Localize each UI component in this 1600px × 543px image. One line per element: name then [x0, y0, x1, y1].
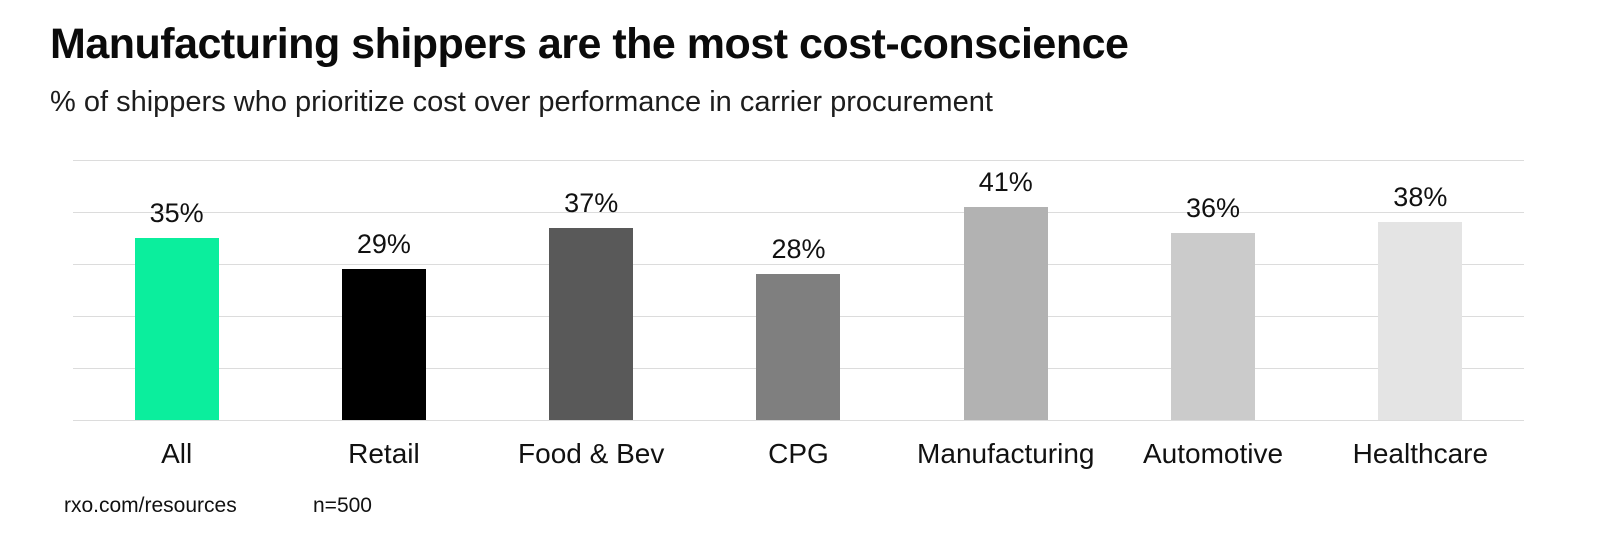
bar-chart-plot-area: 35% 29% 37% 28% 41% 36% 38% [73, 160, 1524, 421]
bar-column-automotive: 36% [1109, 160, 1316, 420]
bar [1171, 232, 1256, 420]
source-text: rxo.com/resources [64, 494, 237, 517]
bar [134, 238, 219, 420]
sample-size-text: n=500 [313, 494, 372, 517]
bar-value-label: 28% [771, 234, 826, 265]
x-axis-label: Healthcare [1352, 438, 1489, 469]
bar-column-retail: 29% [280, 160, 487, 420]
chart-title: Manufacturing shippers are the most cost… [50, 20, 1129, 68]
gridline-0pct [73, 420, 1524, 421]
bar-column-cpg: 28% [695, 160, 902, 420]
bar-value-label: 35% [149, 198, 204, 228]
x-axis-label: Food & Bev [518, 438, 665, 469]
x-axis-label: Automotive [1143, 438, 1284, 469]
bar-value-label: 36% [1186, 192, 1241, 223]
gridline-50pct [73, 160, 1524, 161]
x-axis-label: All [161, 438, 193, 469]
x-axis-label: Manufacturing [917, 438, 1095, 469]
x-axis-label: Retail [348, 438, 420, 469]
bar-column-all: 35% [73, 160, 280, 420]
bar-column-food-bev: 37% [488, 160, 695, 420]
x-axis-label: CPG [768, 438, 829, 469]
bar-column-manufacturing: 41% [902, 160, 1109, 420]
bar [756, 274, 841, 420]
bar-value-label: 37% [564, 187, 619, 218]
gridline-30pct [73, 264, 1524, 265]
x-axis-labels: All Retail Food & Bev CPG Manufacturing Autom… [73, 438, 1524, 470]
bar [1378, 222, 1463, 420]
bar [963, 206, 1048, 420]
bar-value-label: 29% [356, 229, 411, 260]
bar-value-label: 41% [978, 166, 1033, 197]
bar-column-healthcare: 38% [1317, 160, 1524, 420]
bar-value-label: 38% [1393, 182, 1448, 213]
bar [549, 227, 634, 420]
bar [341, 269, 426, 420]
gridline-40pct [73, 212, 1524, 213]
chart-subtitle: % of shippers who prioritize cost over p… [50, 86, 993, 118]
bars-row: 35% 29% 37% 28% 41% 36% 38% [73, 160, 1524, 420]
